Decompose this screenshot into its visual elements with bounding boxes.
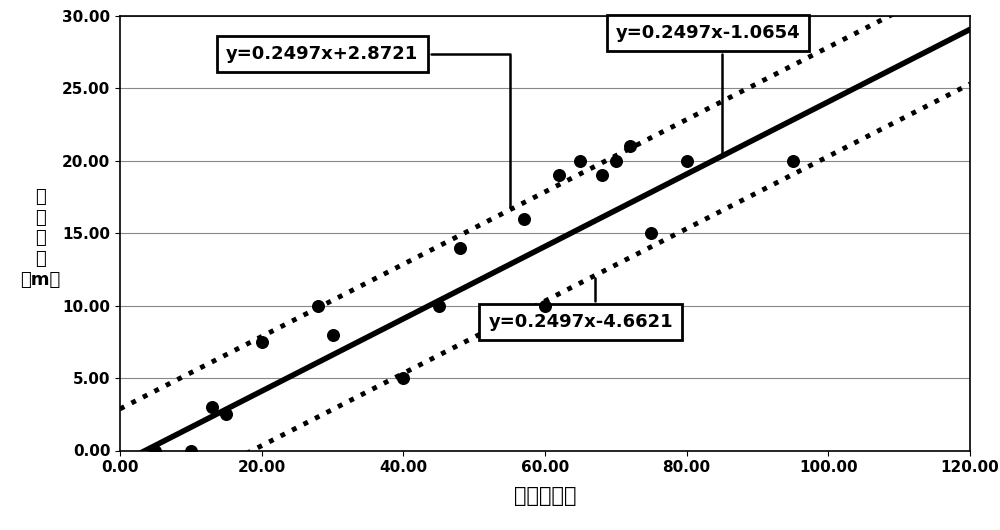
Point: [218, 410, 234, 419]
X-axis label: 地震属性值: 地震属性值: [514, 487, 576, 506]
Point: [622, 142, 638, 151]
Point: [310, 302, 326, 310]
Text: y=0.2497x-1.0654: y=0.2497x-1.0654: [616, 24, 800, 156]
Point: [594, 171, 610, 180]
Point: [395, 374, 411, 382]
Point: [254, 338, 270, 346]
Point: [516, 215, 532, 223]
Point: [183, 446, 199, 455]
Point: [608, 156, 624, 165]
Point: [572, 156, 588, 165]
Point: [785, 156, 801, 165]
Point: [204, 403, 220, 411]
Point: [643, 229, 659, 237]
Point: [679, 156, 695, 165]
Point: [431, 302, 447, 310]
Text: 储
层
厚
度
（m）: 储 层 厚 度 （m）: [20, 188, 60, 289]
Point: [324, 330, 340, 339]
Point: [147, 446, 163, 455]
Text: y=0.2497x+2.8721: y=0.2497x+2.8721: [226, 46, 510, 207]
Text: y=0.2497x-4.6621: y=0.2497x-4.6621: [488, 278, 673, 331]
Point: [452, 243, 468, 252]
Point: [551, 171, 567, 180]
Point: [537, 302, 553, 310]
